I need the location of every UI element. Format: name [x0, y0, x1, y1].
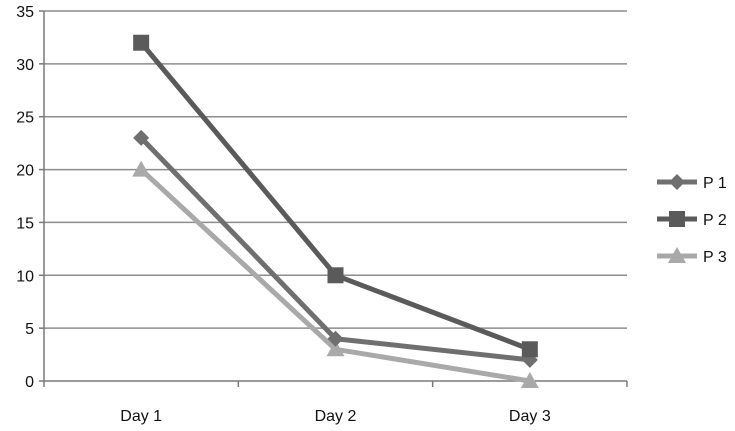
axes	[39, 10, 628, 387]
data-point	[327, 267, 344, 284]
y-tick-label: 15	[16, 215, 34, 232]
legend-item: P 3	[657, 247, 727, 266]
data-point	[133, 129, 150, 146]
y-tick-label: 0	[25, 374, 34, 391]
data-point	[521, 341, 538, 358]
legend: P 1 P 2 P 3	[657, 174, 727, 266]
legend-item: P 1	[657, 174, 727, 192]
legend-marker	[668, 247, 686, 263]
series-2	[133, 34, 538, 358]
x-tick-label: Day 3	[509, 408, 551, 425]
legend-marker	[669, 211, 685, 227]
y-tick-label: 5	[25, 321, 34, 338]
legend-item: P 2	[657, 211, 727, 229]
legend-label: P 3	[703, 249, 727, 266]
x-tick-label: Day 1	[120, 408, 162, 425]
data-point	[520, 372, 539, 388]
y-tick-label: 20	[16, 163, 34, 180]
data-point	[327, 330, 344, 347]
data-point	[132, 160, 151, 177]
x-tick-labels: Day 1 Day 2 Day 3	[120, 408, 551, 425]
data-point	[133, 34, 150, 51]
y-tick-label: 10	[16, 268, 34, 285]
y-tick-labels: 0 5 10 15 20 25 30 35	[16, 4, 34, 391]
y-tick-label: 25	[16, 110, 34, 127]
legend-marker	[669, 174, 685, 190]
data-point	[326, 340, 345, 357]
legend-label: P 2	[703, 212, 727, 229]
series-3	[132, 160, 539, 388]
x-tick-label: Day 2	[315, 408, 357, 425]
y-tick-label: 30	[16, 57, 34, 74]
y-tick-label: 35	[16, 4, 34, 21]
series-lines	[132, 34, 539, 388]
legend-label: P 1	[703, 175, 727, 192]
series-1	[133, 129, 538, 368]
